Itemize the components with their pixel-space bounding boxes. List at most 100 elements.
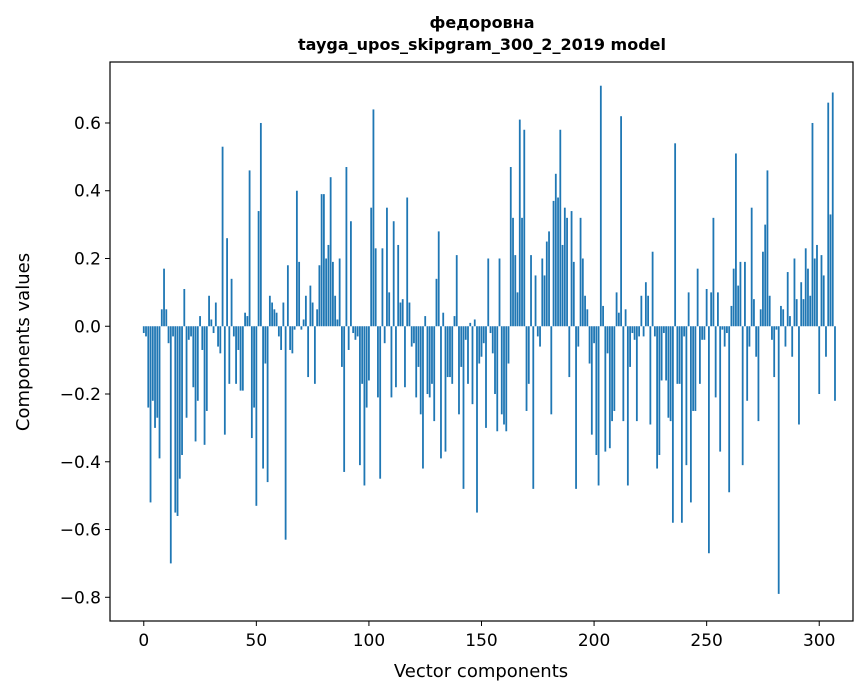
bar-65 xyxy=(289,326,292,350)
bar-200 xyxy=(593,326,595,344)
bar-152 xyxy=(485,326,487,428)
bar-286 xyxy=(786,272,789,327)
bar-253 xyxy=(712,217,715,327)
bar-198 xyxy=(588,326,591,364)
bar-31 xyxy=(212,326,215,334)
bar-148 xyxy=(476,326,478,513)
bar-140 xyxy=(458,326,460,415)
bar-239 xyxy=(680,326,683,523)
bar-289 xyxy=(793,258,796,327)
bar-57 xyxy=(271,302,274,327)
bar-107 xyxy=(383,326,386,344)
bar-106 xyxy=(381,248,384,327)
bar-75 xyxy=(311,302,314,327)
bar-21 xyxy=(190,326,192,337)
bar-156 xyxy=(494,326,496,395)
bar-115 xyxy=(401,299,404,327)
bar-99 xyxy=(365,326,368,408)
bar-203 xyxy=(599,85,602,327)
bar-185 xyxy=(559,129,562,327)
bar-211 xyxy=(617,312,620,327)
y-tick-label: −0.8 xyxy=(60,588,101,608)
bar-284 xyxy=(782,309,785,327)
bar-219 xyxy=(635,326,638,422)
bar-208 xyxy=(611,326,613,422)
bar-55 xyxy=(266,326,269,483)
bar-296 xyxy=(809,295,812,327)
bar-295 xyxy=(807,268,809,327)
bar-158 xyxy=(498,258,501,327)
bar-134 xyxy=(444,326,447,452)
bar-256 xyxy=(719,326,722,452)
bar-174 xyxy=(534,275,537,327)
bar-244 xyxy=(692,326,695,411)
bar-2 xyxy=(147,326,150,408)
bar-0 xyxy=(142,326,145,334)
bar-120 xyxy=(413,326,415,344)
bar-187 xyxy=(563,207,566,327)
bar-258 xyxy=(723,326,726,347)
bar-164 xyxy=(512,217,514,327)
bar-60 xyxy=(277,326,280,337)
bar-255 xyxy=(717,292,719,327)
bar-307 xyxy=(834,326,836,401)
x-tick-label: 200 xyxy=(578,631,610,651)
bar-108 xyxy=(386,207,388,327)
bar-274 xyxy=(759,309,762,327)
x-tick-label: 300 xyxy=(803,631,835,651)
bar-210 xyxy=(615,292,618,327)
bar-18 xyxy=(183,288,186,327)
bar-125 xyxy=(424,316,427,327)
bar-64 xyxy=(286,265,289,327)
bar-74 xyxy=(309,285,312,327)
bar-279 xyxy=(771,326,773,340)
bar-30 xyxy=(210,319,213,327)
bar-39 xyxy=(230,278,233,327)
bar-67 xyxy=(293,326,296,330)
bar-29 xyxy=(208,295,210,327)
bar-237 xyxy=(676,326,679,384)
bar-234 xyxy=(669,326,672,422)
bar-102 xyxy=(372,109,375,327)
bar-294 xyxy=(804,248,807,327)
bar-306 xyxy=(831,92,834,327)
bar-139 xyxy=(455,255,458,327)
bar-8 xyxy=(160,309,163,327)
bar-38 xyxy=(228,326,231,384)
bar-178 xyxy=(543,275,546,327)
bar-83 xyxy=(329,177,332,327)
bar-168 xyxy=(521,217,523,327)
bar-17 xyxy=(181,326,183,455)
bar-254 xyxy=(714,326,717,398)
bar-150 xyxy=(480,326,483,357)
bar-183 xyxy=(554,173,557,327)
bar-246 xyxy=(696,268,699,327)
x-axis-ticks: 0 50 100 150 200 250 300 xyxy=(138,621,835,651)
bar-35 xyxy=(221,146,224,327)
bar-122 xyxy=(417,326,420,367)
bar-103 xyxy=(374,248,377,327)
bar-142 xyxy=(462,326,465,489)
bar-1 xyxy=(145,326,147,337)
bar-302 xyxy=(822,275,825,327)
bar-298 xyxy=(813,258,816,327)
y-tick-label: 0.6 xyxy=(74,114,101,134)
bar-53 xyxy=(262,326,264,469)
bar-260 xyxy=(728,326,731,493)
bar-240 xyxy=(683,326,686,337)
bar-300 xyxy=(818,326,821,395)
bar-132 xyxy=(440,326,442,459)
bar-202 xyxy=(597,326,600,486)
bar-37 xyxy=(226,238,228,327)
bar-10 xyxy=(165,309,168,327)
bar-33 xyxy=(217,326,219,347)
bar-217 xyxy=(631,326,634,334)
bar-199 xyxy=(590,326,593,435)
bar-301 xyxy=(820,255,823,327)
bar-297 xyxy=(811,122,814,327)
bar-225 xyxy=(649,326,652,425)
bar-257 xyxy=(721,326,724,330)
bar-266 xyxy=(741,326,744,466)
bar-252 xyxy=(710,292,713,327)
